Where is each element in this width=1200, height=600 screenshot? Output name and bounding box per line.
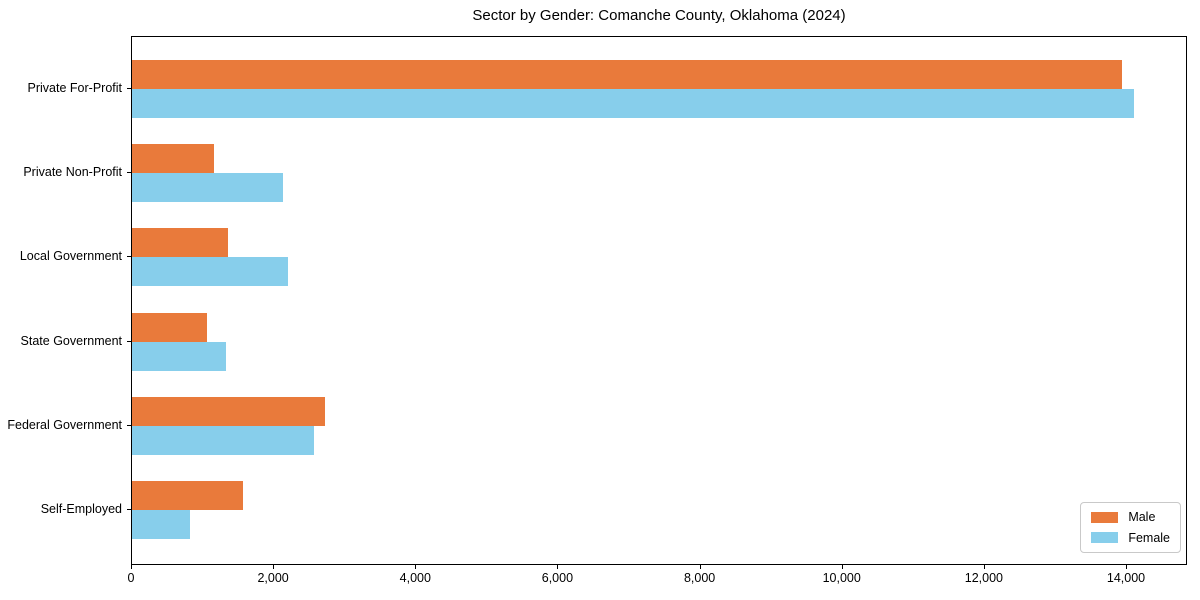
legend: Male Female [1080,502,1181,553]
bar-male-4 [132,396,326,426]
x-tick-mark [273,565,275,569]
legend-item-male: Male [1091,511,1170,524]
y-tick-label: Federal Government [7,417,122,432]
bar-male-0 [132,60,1122,89]
bar-female-2 [132,257,289,287]
y-tick-label: Private For-Profit [27,81,122,95]
x-tick-label: 10,000 [822,571,861,585]
x-tick-label: 4,000 [399,571,431,585]
bar-male-2 [132,228,228,258]
x-tick-mark [841,565,843,569]
bar-female-4 [132,425,314,455]
x-tick-mark [415,565,417,569]
x-tick-label: 2,000 [257,571,289,585]
x-tick-mark [699,565,701,569]
x-tick-label: 8,000 [683,571,716,585]
x-tick-mark [557,565,559,569]
bar-male-3 [132,312,207,342]
x-tick-label: 12,000 [964,571,1004,585]
legend-item-female: Female [1091,530,1170,545]
y-tick-label: State Government [20,333,122,348]
bar-male-5 [132,481,243,510]
bar-female-1 [132,173,283,203]
x-tick-label: 14,000 [1106,571,1146,585]
plot-area: Male Female [131,36,1187,565]
legend-swatch-female [1091,532,1119,544]
bar-male-1 [132,144,214,174]
y-tick-label: Private Non-Profit [23,165,122,180]
legend-swatch-male [1091,511,1119,523]
legend-label-female: Female [1128,530,1170,545]
y-tick-label: Self-Employed [40,502,122,516]
x-tick-label: 0 [127,571,135,585]
bar-female-0 [132,89,1135,118]
y-tick-label: Local Government [19,249,122,264]
chart-title: Sector by Gender: Comanche County, Oklah… [472,7,846,24]
bar-female-3 [132,341,226,371]
x-tick-label: 6,000 [541,571,574,585]
bar-female-5 [132,510,190,539]
x-tick-mark [1126,565,1127,569]
legend-label-male: Male [1128,510,1156,524]
x-tick-mark [131,565,132,569]
x-tick-mark [983,565,985,569]
